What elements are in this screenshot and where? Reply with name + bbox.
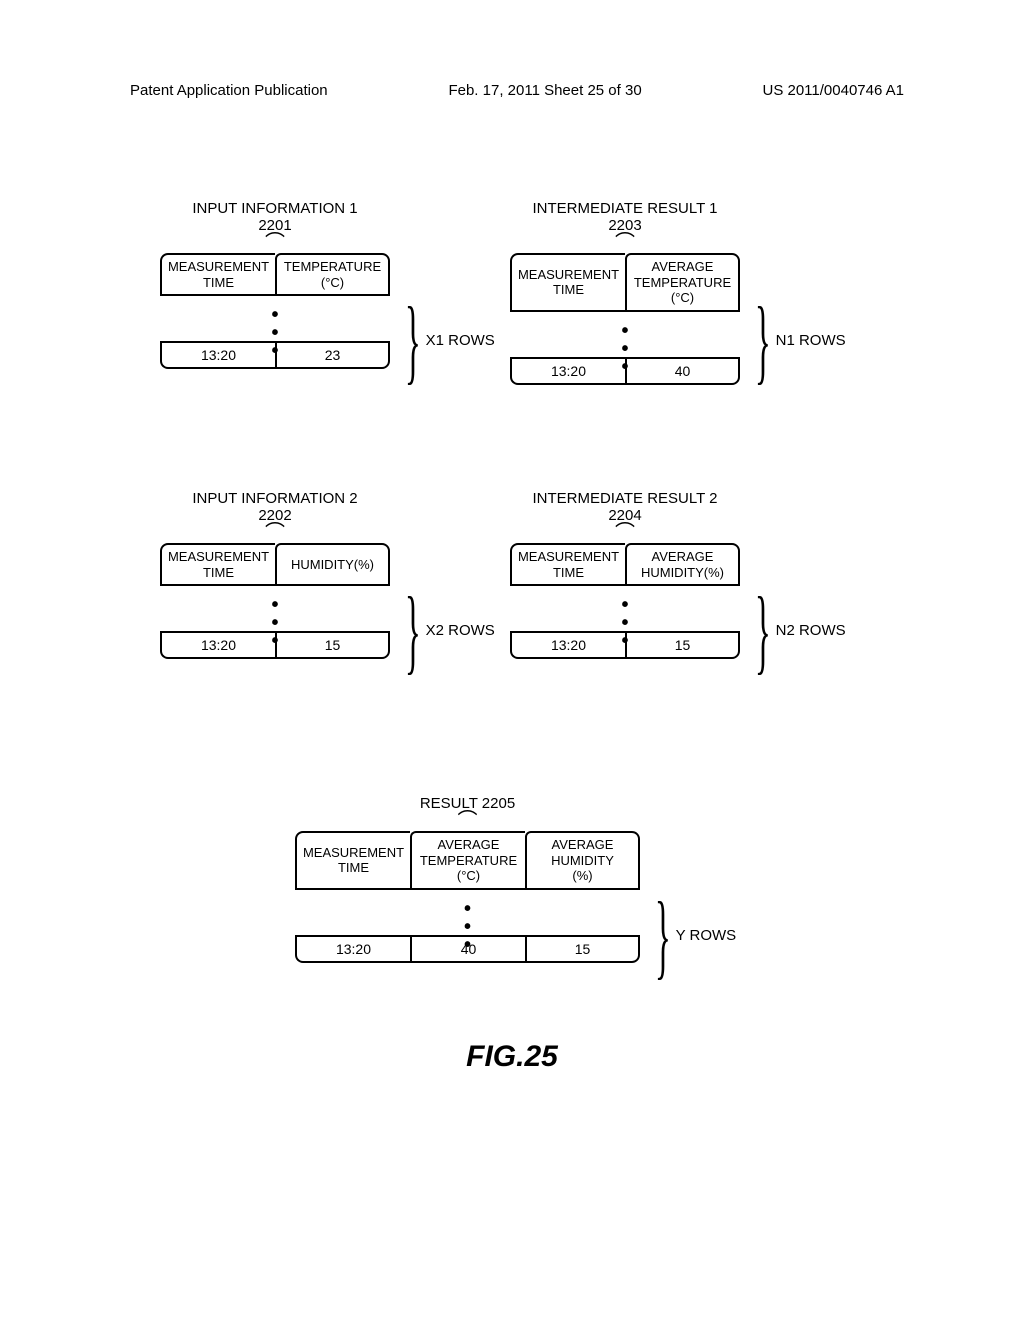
ref-marker: ⌒: [510, 238, 740, 248]
table-title: INPUT INFORMATION 22202: [160, 490, 390, 524]
table-intermediate2: INTERMEDIATE RESULT 22204 ⌒ MEASUREMENTT…: [510, 490, 740, 659]
vertical-dots-icon: •••: [621, 320, 628, 378]
data-table: MEASUREMENTTIME HUMIDITY(%): [160, 543, 390, 586]
col-header: MEASUREMENTTIME: [160, 253, 275, 296]
data-table: MEASUREMENTTIME AVERAGETEMPERATURE(°C): [510, 253, 740, 312]
table-title: INTERMEDIATE RESULT 12203: [510, 200, 740, 234]
table-title: INTERMEDIATE RESULT 22204: [510, 490, 740, 524]
col-header: MEASUREMENTTIME: [160, 543, 275, 586]
figure-caption: FIG.25: [0, 1040, 1024, 1074]
vertical-dots-icon: •••: [464, 898, 471, 956]
ref-marker: ⌒: [160, 528, 390, 538]
col-header: AVERAGEHUMIDITY(%): [525, 831, 640, 890]
brace-icon: }: [755, 305, 771, 376]
col-header: AVERAGETEMPERATURE(°C): [625, 253, 740, 312]
table-result: RESULT 2205 ⌒ MEASUREMENTTIME AVERAGETEM…: [295, 795, 640, 963]
brace-annotation: } N1 ROWS: [740, 305, 846, 376]
brace-annotation: } X2 ROWS: [390, 595, 495, 666]
brace-annotation: } Y ROWS: [640, 900, 736, 971]
vertical-dots-icon: •••: [271, 304, 278, 362]
col-header: MEASUREMENTTIME: [510, 543, 625, 586]
rows-label: X1 ROWS: [426, 332, 495, 349]
col-header: MEASUREMENTTIME: [510, 253, 625, 312]
brace-annotation: } N2 ROWS: [740, 595, 846, 666]
header-right: US 2011/0040746 A1: [762, 82, 904, 99]
data-table: MEASUREMENTTIME TEMPERATURE(°C): [160, 253, 390, 296]
ref-marker: ⌒: [510, 528, 740, 538]
cell-time: 13:20: [160, 341, 275, 369]
cell-value: 15: [625, 631, 740, 659]
table-title: INPUT INFORMATION 12201: [160, 200, 390, 234]
brace-icon: }: [405, 305, 421, 376]
table-input1: INPUT INFORMATION 12201 ⌒ MEASUREMENTTIM…: [160, 200, 390, 369]
cell-value: 23: [275, 341, 390, 369]
brace-icon: }: [655, 900, 671, 971]
cell-time: 13:20: [160, 631, 275, 659]
ref-marker: ⌒: [295, 816, 640, 826]
ref-marker: ⌒: [160, 238, 390, 248]
col-header: TEMPERATURE(°C): [275, 253, 390, 296]
col-header: MEASUREMENTTIME: [295, 831, 410, 890]
col-header: AVERAGEHUMIDITY(%): [625, 543, 740, 586]
data-table: MEASUREMENTTIME AVERAGEHUMIDITY(%): [510, 543, 740, 586]
brace-icon: }: [755, 595, 771, 666]
col-header: HUMIDITY(%): [275, 543, 390, 586]
brace-annotation: } X1 ROWS: [390, 305, 495, 376]
col-header: AVERAGETEMPERATURE(°C): [410, 831, 525, 890]
vertical-dots-icon: •••: [621, 594, 628, 652]
rows-label: X2 ROWS: [426, 622, 495, 639]
cell-time: 13:20: [295, 935, 410, 963]
data-table: MEASUREMENTTIME AVERAGETEMPERATURE(°C) A…: [295, 831, 640, 890]
rows-label: N2 ROWS: [776, 622, 846, 639]
vertical-dots-icon: •••: [271, 594, 278, 652]
brace-icon: }: [405, 595, 421, 666]
cell-time: 13:20: [510, 357, 625, 385]
rows-label: N1 ROWS: [776, 332, 846, 349]
rows-label: Y ROWS: [676, 927, 737, 944]
table-intermediate1: INTERMEDIATE RESULT 12203 ⌒ MEASUREMENTT…: [510, 200, 740, 385]
table-input2: INPUT INFORMATION 22202 ⌒ MEASUREMENTTIM…: [160, 490, 390, 659]
cell-value: 40: [625, 357, 740, 385]
page-header: Patent Application Publication Feb. 17, …: [0, 82, 1024, 99]
header-center: Feb. 17, 2011 Sheet 25 of 30: [448, 82, 641, 99]
header-left: Patent Application Publication: [130, 82, 328, 99]
cell-value: 15: [275, 631, 390, 659]
cell-value: 15: [525, 935, 640, 963]
cell-time: 13:20: [510, 631, 625, 659]
